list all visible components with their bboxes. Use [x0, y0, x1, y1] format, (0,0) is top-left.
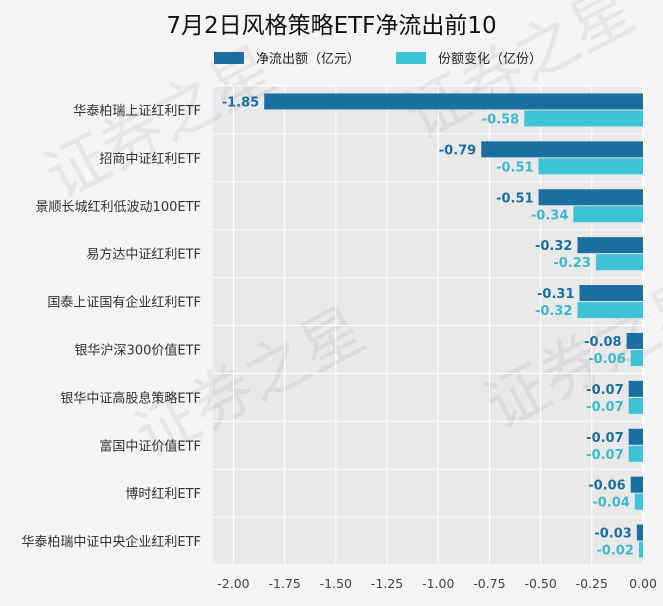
x-tick-label: -1.75 [268, 576, 300, 591]
legend-label-share-change: 份额变化（亿份） [438, 52, 543, 67]
bar [264, 93, 643, 110]
x-tick-label: -1.00 [422, 576, 454, 591]
legend-label-net-outflow: 净流出额（亿元） [256, 52, 361, 67]
category-label: 富国中证价值ETF [99, 438, 201, 454]
category-label: 华泰柏瑞上证红利ETF [73, 103, 201, 119]
bar [638, 541, 643, 558]
bar [573, 206, 643, 223]
x-tick-label: -2.00 [217, 576, 249, 591]
legend-swatch-net-outflow [214, 51, 244, 64]
bar [538, 189, 643, 206]
bar [628, 428, 643, 445]
category-label: 国泰上证国有企业红利ETF [47, 295, 201, 311]
data-label: -0.32 [535, 304, 572, 319]
bar [634, 493, 643, 510]
data-label: -0.03 [594, 527, 631, 542]
bar [628, 380, 643, 397]
data-label: -0.06 [588, 352, 625, 367]
legend: 净流出额（亿元） 份额变化（亿份） [214, 48, 542, 67]
category-label: 华泰柏瑞中证中央企业红利ETF [21, 534, 201, 550]
legend-item-share-change: 份额变化（亿份） [396, 48, 542, 67]
x-tick-label: 0.00 [629, 576, 657, 591]
data-label: -1.85 [222, 95, 259, 110]
x-tick-label: -0.50 [524, 576, 556, 591]
x-tick-label: -1.50 [320, 576, 352, 591]
data-label: -0.08 [584, 335, 621, 350]
data-label: -0.07 [586, 431, 623, 446]
data-label: -0.07 [586, 383, 623, 398]
data-label: -0.07 [586, 400, 623, 415]
bar [577, 302, 643, 319]
data-label: -0.07 [586, 448, 623, 463]
bar [628, 397, 643, 414]
bar [595, 254, 643, 271]
data-label: -0.02 [596, 544, 633, 559]
legend-swatch-share-change [396, 51, 427, 64]
bar [579, 285, 643, 302]
category-label: 博时红利ETF [125, 486, 201, 502]
bar [628, 445, 643, 462]
data-label: -0.51 [496, 160, 533, 175]
bar [630, 476, 643, 493]
data-label: -0.31 [537, 287, 574, 302]
bar [636, 524, 643, 541]
category-label: 景顺长城红利低波动100ETF [36, 199, 201, 215]
data-label: -0.58 [482, 112, 519, 127]
x-tick-label: -0.75 [473, 576, 505, 591]
data-label: -0.06 [588, 479, 625, 494]
category-label: 易方达中证红利ETF [86, 247, 201, 263]
x-tick-label: -1.25 [371, 576, 403, 591]
bar [538, 158, 643, 175]
x-tick-label: -0.25 [576, 576, 608, 591]
bar [577, 237, 643, 254]
data-label: -0.32 [535, 239, 572, 254]
bar [524, 110, 643, 127]
data-label: -0.34 [531, 208, 568, 223]
bar [630, 349, 643, 366]
legend-item-net-outflow: 净流出额（亿元） [214, 48, 360, 67]
data-label: -0.23 [553, 256, 590, 271]
category-label: 招商中证红利ETF [99, 151, 201, 167]
category-label: 银华沪深300价值ETF [75, 342, 201, 358]
data-label: -0.51 [496, 191, 533, 206]
category-label: 银华中证高股息策略ETF [60, 390, 201, 406]
chart-title: 7月2日风格策略ETF净流出前10 [166, 13, 497, 39]
data-label: -0.04 [592, 496, 629, 511]
bar [626, 332, 643, 349]
bar [481, 141, 643, 158]
data-label: -0.79 [439, 143, 476, 158]
